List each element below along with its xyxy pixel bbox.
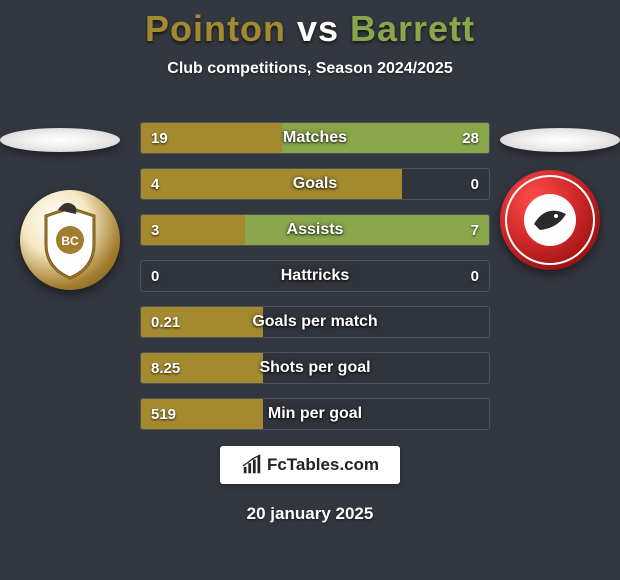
stat-row: Assists37 xyxy=(140,214,490,246)
stat-bar-a xyxy=(141,169,402,199)
stat-row: Matches1928 xyxy=(140,122,490,154)
stat-row: Hattricks0 0 xyxy=(140,260,490,292)
title-player-b: Barrett xyxy=(350,8,475,49)
stats-bars: Matches1928Goals40Assists37Hattricks00Go… xyxy=(140,122,490,444)
stat-row: Goals per match0.21 xyxy=(140,306,490,338)
source-logo: FcTables.com xyxy=(220,446,400,484)
club-crest-b xyxy=(500,170,600,270)
stat-row: Min per goal519 xyxy=(140,398,490,430)
stat-bar-a xyxy=(141,307,263,337)
chart-icon xyxy=(241,454,263,476)
svg-text:BC: BC xyxy=(61,234,79,248)
stat-value-a: 0 xyxy=(151,261,159,291)
title-vs: vs xyxy=(286,8,350,49)
page-title: Pointon vs Barrett xyxy=(0,0,620,50)
stat-bar-a xyxy=(141,399,263,429)
stat-bar-a xyxy=(141,123,282,153)
bird-icon xyxy=(500,170,600,270)
date-label: 20 january 2025 xyxy=(0,504,620,524)
stat-bar-b xyxy=(282,123,489,153)
stat-bar-a xyxy=(141,215,245,245)
stat-row: Goals40 xyxy=(140,168,490,200)
player-b-platform xyxy=(500,128,620,152)
player-a-platform xyxy=(0,128,120,152)
stat-value-b: 0 xyxy=(471,169,479,199)
club-crest-a: BC xyxy=(20,190,120,290)
stat-bar-a xyxy=(141,353,263,383)
stat-label: Hattricks xyxy=(141,261,489,291)
stat-value-b: 0 xyxy=(471,261,479,291)
subtitle: Club competitions, Season 2024/2025 xyxy=(0,60,620,78)
shield-icon: BC xyxy=(20,190,120,290)
title-player-a: Pointon xyxy=(145,8,286,49)
stat-row: Shots per goal8.25 xyxy=(140,352,490,384)
source-logo-text: FcTables.com xyxy=(267,455,379,475)
stat-bar-b xyxy=(245,215,489,245)
